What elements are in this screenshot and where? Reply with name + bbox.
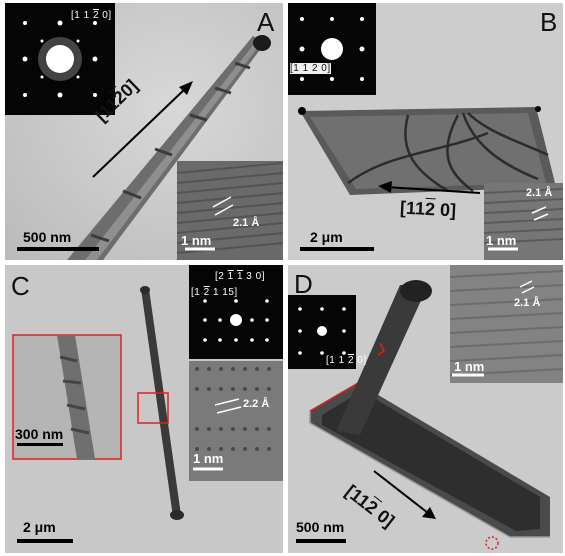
- hrtem-inset: [189, 361, 283, 481]
- scale-bar: [17, 247, 99, 251]
- panel-a-micrograph: [5, 3, 283, 260]
- scale-bar: [17, 539, 73, 543]
- hrtem-inset: [484, 183, 563, 260]
- panel-d-micrograph: [288, 265, 563, 553]
- hrtem-scale-label: 1 nm: [181, 233, 212, 248]
- panel-b-micrograph: [288, 3, 563, 260]
- scale-bar-label: 500 nm: [23, 229, 72, 245]
- nanowire: [336, 285, 428, 435]
- panel-d: D [1 1 2 0] [112 0] 500 nm 1 nm 2.1 Å: [288, 265, 563, 553]
- scale-bar: [296, 539, 346, 543]
- panel-a: A [1 1 2 0] [1120] 500 nm 1 nm 2.1 Å: [5, 3, 283, 260]
- panel-letter: D: [294, 269, 313, 299]
- catalyst-tip: [253, 35, 271, 51]
- lattice-spacing-label: 2.1 Å: [526, 187, 553, 199]
- panel-letter: A: [257, 7, 275, 37]
- zone-axis-label: [1 1 2 0]: [71, 10, 112, 21]
- panel-c: C [2 1 1 3 0] [1 2 1 15] 300 nm 2 μm 1 n…: [5, 265, 283, 553]
- arrow-icon: [378, 181, 392, 193]
- scale-bar: [300, 247, 374, 251]
- hrtem-inset: [450, 265, 563, 383]
- panel-letter: C: [11, 271, 30, 301]
- hrtem-scale-label: 1 nm: [454, 359, 485, 374]
- growth-direction-label: [112 0]: [399, 197, 457, 221]
- lattice-spacing-label: 2.1 Å: [233, 217, 260, 229]
- highlight-box: [137, 392, 169, 424]
- inset-scale-label: 300 nm: [15, 426, 64, 442]
- lattice-spacing-label: 2.2 Å: [243, 398, 270, 410]
- lattice-spacing-label: 2.1 Å: [514, 297, 541, 309]
- scale-bar-label: 2 μm: [23, 519, 56, 535]
- hrtem-scale-label: 1 nm: [486, 233, 517, 248]
- nanowire: [67, 36, 265, 260]
- arrow-icon: [179, 81, 193, 95]
- zone-axis-label: [1 1 2 0]: [326, 355, 367, 366]
- zone-axis-label: [1 1 2 0]: [290, 63, 331, 74]
- panel-c-micrograph: [5, 265, 283, 553]
- scale-bar-label: 2 μm: [310, 229, 343, 245]
- arrow-icon: [422, 507, 436, 519]
- panel-letter: B: [540, 7, 558, 37]
- nanowire: [141, 289, 181, 517]
- zone-axis-label-2: [1 2 1 15]: [191, 287, 238, 298]
- hrtem-scale-label: 1 nm: [193, 451, 224, 466]
- scale-bar-label: 500 nm: [296, 519, 345, 535]
- panel-b: B [1 1 2 0] [112 0] 2 μm 1 nm 2.1 Å: [288, 3, 563, 260]
- hrtem-inset: [177, 161, 283, 260]
- saed-pattern: [189, 265, 283, 359]
- zone-axis-label-1: [2 1 1 3 0]: [215, 271, 265, 282]
